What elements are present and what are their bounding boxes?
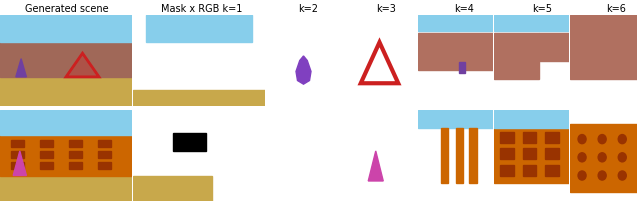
Bar [500,132,513,143]
Bar [494,15,569,31]
Bar [522,165,536,175]
Bar [133,90,265,106]
Bar [539,33,569,60]
Ellipse shape [598,153,606,162]
Ellipse shape [618,135,627,144]
Text: Generated scene: Generated scene [25,4,108,14]
Bar [469,128,477,183]
Text: k=5: k=5 [532,4,552,14]
Bar [0,42,132,77]
Bar [173,133,205,151]
Bar [40,140,53,147]
Text: k=3: k=3 [376,4,396,14]
Bar [545,148,559,159]
Ellipse shape [578,153,586,162]
Bar [500,148,513,159]
Ellipse shape [618,171,627,180]
Bar [545,165,559,175]
Bar [98,140,111,147]
Bar [0,77,132,106]
Bar [0,110,132,135]
Bar [98,151,111,158]
Bar [40,151,53,158]
Ellipse shape [578,171,586,180]
Text: k=6: k=6 [606,4,626,14]
Polygon shape [13,151,26,175]
Bar [10,140,24,147]
Bar [0,15,132,42]
Bar [68,151,82,158]
Polygon shape [296,56,311,84]
Bar [68,140,82,147]
Bar [68,162,82,169]
Text: k=2: k=2 [298,4,318,14]
Text: k=4: k=4 [454,4,474,14]
Bar [146,15,252,42]
Bar [494,33,539,79]
Bar [570,15,637,79]
Bar [494,124,569,183]
Bar [40,162,53,169]
Bar [418,15,493,31]
Text: Mask x RGB k=1: Mask x RGB k=1 [161,4,242,14]
Bar [0,135,132,175]
Bar [10,151,24,158]
Bar [0,175,132,201]
Bar [460,62,465,73]
Bar [500,165,513,175]
Bar [522,132,536,143]
Bar [418,33,493,70]
Bar [494,110,569,128]
Ellipse shape [598,171,606,180]
Ellipse shape [578,135,586,144]
Bar [522,148,536,159]
Polygon shape [16,59,26,77]
Bar [440,128,448,183]
Bar [133,175,212,201]
Bar [570,124,637,192]
Bar [545,132,559,143]
Ellipse shape [598,135,606,144]
Bar [10,162,24,169]
Bar [456,128,463,183]
Bar [418,110,493,128]
Ellipse shape [618,153,627,162]
Polygon shape [368,151,383,181]
Bar [98,162,111,169]
Polygon shape [66,53,99,77]
